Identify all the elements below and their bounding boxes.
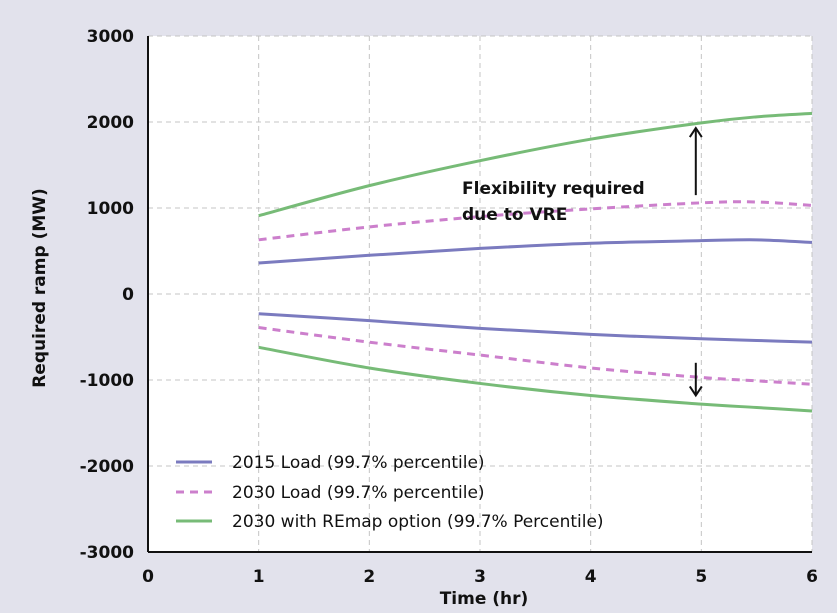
legend-label: 2030 with REmap option (99.7% Percentile… <box>232 512 604 532</box>
series-1-lower-line <box>258 312 813 344</box>
y-tick-label: -1000 <box>80 371 135 391</box>
annotation-line-2: due to VRE <box>462 205 567 225</box>
y-tick-label: 2000 <box>87 113 134 133</box>
series-1-upper-line <box>258 238 813 265</box>
y-tick-label: 3000 <box>87 27 134 47</box>
arrow-head <box>688 385 703 398</box>
x-tick-label: 5 <box>695 567 707 587</box>
legend-label: 2015 Load (99.7% percentile) <box>232 453 485 473</box>
y-tick-label: -2000 <box>80 457 135 477</box>
y-tick-label: 1000 <box>87 199 134 219</box>
x-tick-label: 0 <box>142 567 154 587</box>
legend-label: 2030 Load (99.7% percentile) <box>232 483 485 503</box>
x-tick-label: 2 <box>363 567 375 587</box>
annotation-line-1: Flexibility required <box>462 179 645 199</box>
series-2-lower-line <box>258 326 813 386</box>
arrows <box>688 126 703 398</box>
y-tick-label: 0 <box>122 285 134 305</box>
x-tick-label: 1 <box>253 567 265 587</box>
x-tick-label: 6 <box>806 567 818 587</box>
y-axis-label: Required ramp (MW) <box>30 188 50 388</box>
x-tick-label: 4 <box>585 567 597 587</box>
x-axis-label: Time (hr) <box>440 589 529 609</box>
y-tick-label: -3000 <box>80 543 135 563</box>
series-lines <box>258 111 813 413</box>
series-2-upper-line <box>258 200 813 242</box>
x-tick-label: 3 <box>474 567 486 587</box>
legend: 2015 Load (99.7% percentile) 2030 Load (9… <box>176 453 604 532</box>
axes: 3000 2000 1000 0 -1000 -2000 -3000 0 1 2 3 4 5 6 <box>80 27 818 587</box>
series-3-lower-line <box>258 345 813 413</box>
series-3-upper-line <box>258 111 813 218</box>
arrow-head <box>688 126 703 138</box>
